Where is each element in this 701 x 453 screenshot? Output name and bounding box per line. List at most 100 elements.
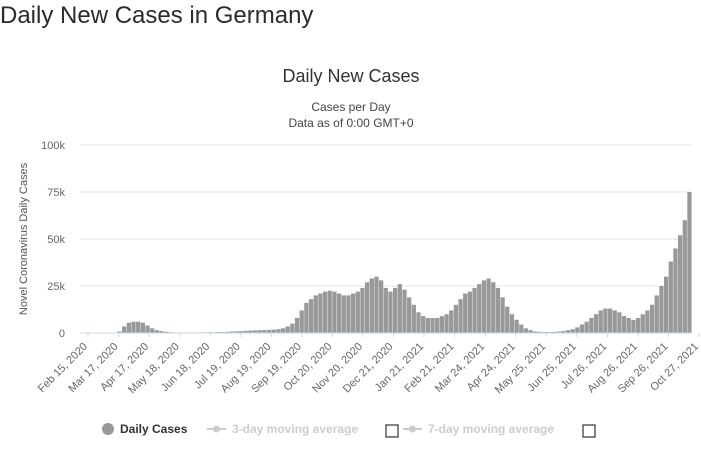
bar [150, 328, 155, 333]
y-axis-ticks: 0 25k 50k 75k 100k [41, 140, 65, 340]
bar [266, 329, 272, 333]
bar [299, 310, 304, 333]
grid-lines [80, 144, 692, 287]
bar [341, 295, 346, 333]
bar [565, 330, 571, 333]
bar [486, 278, 491, 333]
bar [621, 316, 627, 333]
bar [458, 299, 463, 333]
bar [238, 331, 244, 333]
bar [117, 331, 122, 333]
bar [435, 317, 440, 333]
bar [467, 291, 473, 333]
bar [262, 329, 267, 333]
legend-marker-daily-cases [102, 423, 114, 435]
bar [421, 316, 426, 333]
bar-series-daily-cases [117, 192, 692, 333]
bar [579, 324, 585, 333]
bar [603, 308, 608, 333]
bar [136, 321, 141, 333]
bar [500, 297, 505, 333]
bar [472, 287, 477, 333]
bar [593, 314, 599, 333]
bar [626, 317, 631, 333]
legend-item-daily-cases[interactable]: Daily Cases [102, 422, 188, 436]
legend: Daily Cases 3-day moving average 7-day m… [102, 422, 596, 438]
bar [430, 317, 435, 333]
bar [635, 317, 641, 333]
bar [369, 278, 374, 333]
legend-marker-dot-3-day [213, 425, 220, 433]
bar [598, 310, 603, 333]
y-tick-label: 0 [59, 328, 65, 340]
y-tick-label: 25k [47, 281, 65, 293]
bar [388, 291, 393, 333]
bar [294, 317, 300, 333]
legend-label-3-day-moving-average: 3-day moving average [232, 422, 358, 436]
bar [393, 287, 398, 333]
bar [673, 248, 678, 333]
chart-subtitle-line2: Data as of 0:00 GMT+0 [288, 116, 413, 130]
bar [243, 330, 248, 333]
bar [308, 299, 314, 333]
bar [271, 329, 276, 333]
bar [523, 328, 529, 333]
y-tick-label: 50k [47, 234, 65, 246]
bar [234, 331, 239, 333]
page-title: Daily New Cases in Germany [0, 2, 314, 29]
bar [519, 324, 524, 333]
legend-label-7-day-moving-average: 7-day moving average [428, 422, 554, 436]
y-tick-label: 75k [47, 187, 65, 199]
bar [449, 310, 454, 333]
bar [397, 284, 402, 333]
bar [514, 319, 519, 333]
bar [355, 291, 360, 333]
bar [290, 323, 295, 333]
bar [346, 295, 351, 333]
bar [350, 293, 356, 333]
bar [126, 322, 131, 333]
bar [383, 287, 388, 333]
bar [159, 331, 164, 333]
legend-item-7-day-moving-average[interactable]: 7-day moving average [403, 422, 554, 436]
bar [416, 312, 421, 333]
bar [313, 295, 318, 333]
bar [145, 325, 150, 333]
bar [322, 291, 328, 333]
bar [122, 326, 127, 333]
bar [533, 331, 538, 333]
legend-item-3-day-moving-average[interactable]: 3-day moving average [207, 422, 358, 436]
bar [407, 297, 412, 333]
bar [378, 280, 384, 333]
bar [252, 330, 258, 333]
y-tick-label: 100k [41, 140, 65, 152]
bar [425, 317, 430, 333]
bar [589, 317, 594, 333]
bar [332, 291, 337, 333]
bar [276, 329, 281, 333]
bar [509, 314, 515, 333]
bar [687, 192, 692, 333]
bar [318, 293, 323, 333]
bar [570, 329, 575, 333]
bar [528, 330, 533, 333]
bar [617, 312, 622, 333]
chart-title: Daily New Cases [282, 66, 419, 86]
bar [304, 302, 309, 333]
bar [411, 304, 416, 333]
checkbox-7-day-moving-average[interactable] [582, 424, 596, 438]
bar [481, 280, 487, 333]
bar [229, 331, 234, 333]
checkbox-3-day-moving-average[interactable] [385, 424, 399, 438]
bar [607, 308, 613, 333]
bar [537, 331, 543, 333]
bar [439, 316, 444, 333]
bar [505, 306, 510, 333]
bar [495, 287, 501, 333]
bar [154, 330, 160, 333]
bar [463, 293, 468, 333]
bar [285, 326, 290, 333]
bar [668, 261, 673, 333]
chart-subtitle-line1: Cases per Day [311, 100, 390, 114]
